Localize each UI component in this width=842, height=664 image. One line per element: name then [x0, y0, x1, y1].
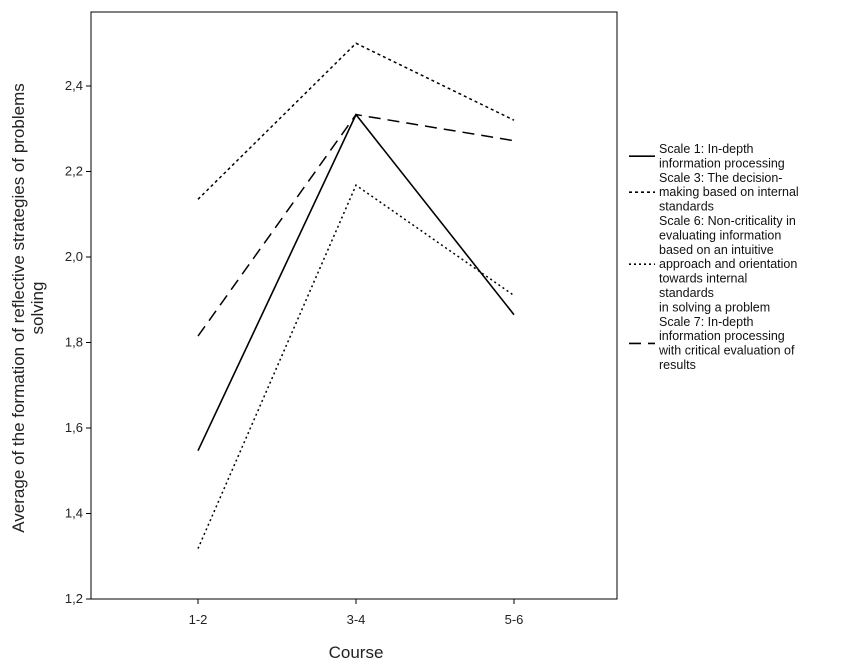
legend-label-line: information processing	[659, 156, 785, 170]
y-tick-label: 1,4	[65, 506, 83, 521]
x-axis-title: Course	[329, 643, 384, 662]
y-axis-title: Average of the formation of reflective s…	[9, 83, 47, 532]
y-axis: 1,2 1,4 1,6 1,8 2,0 2,2 2,4	[65, 78, 91, 606]
legend-label-line: based on an intuitive	[659, 243, 774, 257]
legend-label-line: approach and orientation	[659, 257, 797, 271]
legend-item: Scale 3: The decision-making based on in…	[629, 171, 799, 214]
y-tick-label: 1,8	[65, 335, 83, 350]
legend-label-line: standards	[659, 286, 714, 300]
legend-label-line: in solving a problem	[659, 300, 770, 314]
x-tick-label: 5-6	[505, 612, 524, 627]
series-lines	[197, 42, 515, 549]
y-tick-label: 2,0	[65, 249, 83, 264]
y-tick-label: 2,2	[65, 164, 83, 179]
legend-label-line: evaluating information	[659, 228, 781, 242]
series-line-3	[197, 184, 515, 549]
legend-label-line: Scale 3: The decision-	[659, 171, 782, 185]
legend-label-line: information processing	[659, 329, 785, 343]
legend-label-line: making based on internal	[659, 185, 799, 199]
legend-label-line: Scale 7: In-depth	[659, 315, 754, 329]
plot-frame	[90, 11, 618, 600]
legend-label-line: Scale 6: Non-criticality in	[659, 214, 796, 228]
series-line-4	[197, 113, 515, 337]
series-line-2	[197, 42, 515, 200]
legend-label-line: towards internal	[659, 272, 747, 286]
series-line-1	[197, 113, 515, 452]
y-axis-title-line-2: solving	[28, 282, 47, 335]
x-axis: 1-2 3-4 5-6	[189, 599, 524, 627]
y-axis-title-line-1: Average of the formation of reflective s…	[9, 83, 28, 532]
x-tick-label: 3-4	[347, 612, 366, 627]
y-tick-label: 1,2	[65, 591, 83, 606]
legend-label-line: standards	[659, 200, 714, 214]
y-tick-label: 2,4	[65, 78, 83, 93]
legend-label-line: with critical evaluation of	[658, 344, 795, 358]
x-tick-label: 1-2	[189, 612, 208, 627]
y-tick-label: 1,6	[65, 420, 83, 435]
legend-label-line: results	[659, 358, 696, 372]
legend-label-line: Scale 1: In-depth	[659, 142, 754, 156]
